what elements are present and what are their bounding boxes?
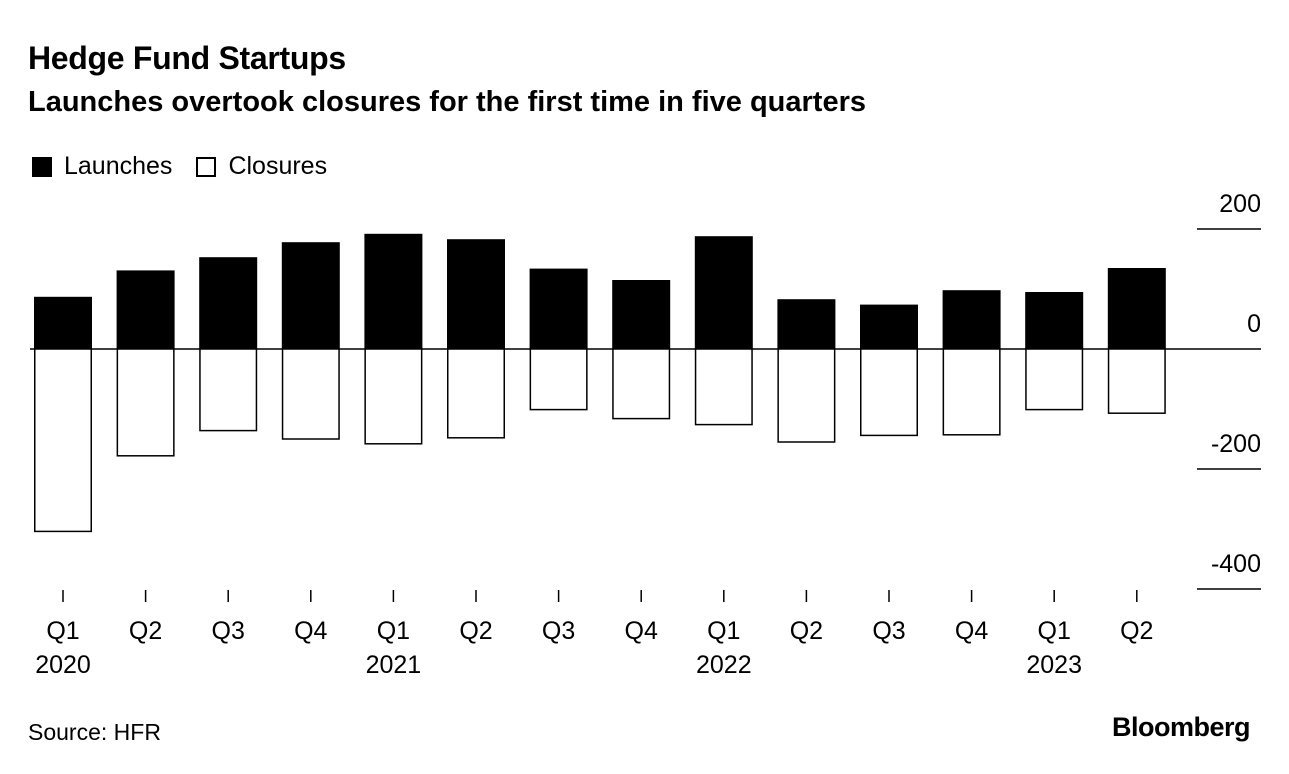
legend-label-launches: Launches: [64, 152, 173, 180]
x-tick-label: Q1: [46, 617, 79, 645]
x-year-label: 2021: [366, 651, 422, 679]
x-tick-label: Q4: [625, 617, 658, 645]
bar-closures: [777, 348, 836, 443]
bloomberg-logo: Bloomberg: [1111, 712, 1251, 742]
legend-swatch-closures: [196, 156, 217, 177]
bar-launches: [612, 280, 671, 349]
x-tick-label: Q3: [542, 617, 575, 645]
bar-closures: [612, 348, 671, 420]
bar-closures: [529, 348, 588, 411]
x-year-label: 2022: [696, 651, 752, 679]
bar-closures: [694, 348, 753, 426]
legend-label-closures: Closures: [228, 152, 328, 180]
x-year-label: 2020: [35, 651, 91, 679]
bar-launches: [942, 290, 1001, 349]
y-tick-label: 0: [1247, 310, 1261, 338]
bar-launches: [116, 270, 175, 349]
bar-closures: [116, 348, 175, 457]
bar-closures: [860, 348, 918, 437]
bar-closures: [1025, 348, 1084, 411]
chart-subtitle: Launches overtook closures for the first…: [28, 86, 866, 118]
x-tick-label: Q2: [129, 617, 162, 645]
x-tick-label: Q2: [1120, 617, 1153, 645]
bar-launches: [694, 236, 753, 349]
bar-launches: [1025, 292, 1084, 349]
bar-launches: [860, 304, 918, 349]
bar-launches: [777, 299, 836, 349]
x-tick-label: Q1: [377, 617, 410, 645]
bar-launches: [281, 242, 340, 349]
x-tick-label: Q3: [212, 617, 245, 645]
y-tick-label: 200: [1219, 190, 1261, 218]
x-tick-label: Q2: [459, 617, 492, 645]
y-tick-label: -200: [1211, 430, 1261, 458]
x-tick-label: Q2: [790, 617, 823, 645]
source-note: Source: HFR: [28, 719, 161, 745]
x-tick-label: Q1: [1038, 617, 1071, 645]
x-year-label: 2023: [1026, 651, 1082, 679]
y-tick-label: -400: [1211, 550, 1261, 578]
bar-launches: [364, 233, 423, 349]
bar-closures: [34, 348, 92, 533]
bar-launches: [447, 239, 505, 349]
legend-item-launches: Launches: [32, 152, 172, 181]
x-tick-label: Q4: [294, 617, 327, 645]
bar-closures: [364, 348, 423, 445]
x-tick-label: Q4: [955, 617, 988, 645]
bar-launches: [34, 296, 92, 349]
legend-item-closures: Closures: [196, 152, 327, 181]
bar-closures: [281, 348, 340, 440]
bar-launches: [529, 268, 588, 349]
bar-closures: [447, 348, 505, 439]
x-tick-label: Q3: [872, 617, 905, 645]
x-tick-label: Q1: [707, 617, 740, 645]
bar-launches: [199, 257, 258, 349]
bar-closures: [942, 348, 1001, 436]
chart-title: Hedge Fund Startups: [28, 40, 346, 76]
bar-launches: [1107, 268, 1166, 349]
legend: Launches Closures: [32, 152, 351, 181]
legend-swatch-launches: [32, 156, 52, 177]
bar-closures: [1107, 348, 1166, 414]
bar-closures: [199, 348, 258, 432]
